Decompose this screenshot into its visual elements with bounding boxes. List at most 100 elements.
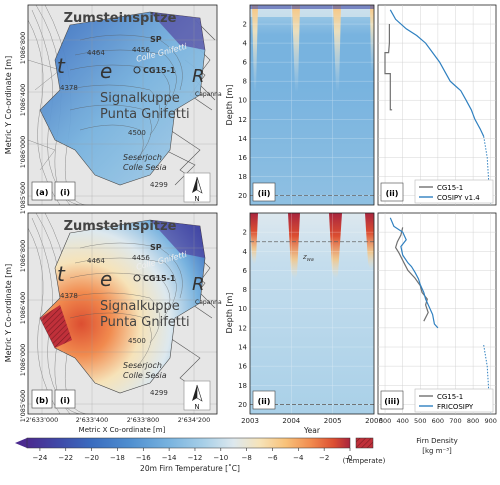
map-xtick-label: 2'633'400 <box>76 416 109 424</box>
map-top-glyph-e: e <box>100 59 112 83</box>
map-top-c4500: 4500 <box>128 129 146 137</box>
map-bottom-c4500: 4500 <box>128 337 146 345</box>
density-top-grid <box>378 5 496 205</box>
temperate-zone-hatch <box>40 305 72 348</box>
heatmap-top-ylabel: Depth [m] <box>225 85 234 126</box>
density-bottom-legend: CG15-1 FRICOSIPY <box>414 388 494 413</box>
map-top-c4378: 4378 <box>60 84 78 92</box>
colorbar-tick-label: −22 <box>58 454 73 462</box>
heatmap-ytick-label: 4 <box>243 248 248 256</box>
panel-label-b-iii: (iii) <box>384 397 400 406</box>
density-xtick-label: 400 <box>396 417 408 425</box>
density-series-line <box>389 9 485 137</box>
map-top-colle-sesia: Colle Sesia <box>123 163 167 172</box>
map-bottom-colle-sesia: Colle Sesia <box>123 371 167 380</box>
density-axis-unit: [kg m⁻³] <box>422 447 452 455</box>
heatmap-bottom-ylabel: Depth [m] <box>225 293 234 334</box>
map-top-cg15: CG15-1 <box>143 66 176 75</box>
svg-text:N: N <box>194 403 199 411</box>
density-xtick-label: 600 <box>432 417 444 425</box>
map-top-ytick-label: 1'086'000 <box>19 136 27 169</box>
map-bottom-glyph-t: t <box>57 262 66 286</box>
map-top <box>28 5 217 205</box>
map-top-c4299: 4299 <box>150 181 168 189</box>
colorbar-tick-label: −4 <box>293 454 304 462</box>
map-xlabel: Metric X Co-ordinate [m] <box>79 426 166 434</box>
heatmap-xtick-label: 2004 <box>282 417 300 425</box>
map-bottom-ytick-label: 1'086'000 <box>19 344 27 377</box>
colorbar-tick-label: −20 <box>84 454 99 462</box>
density-xtick-label: 300 <box>379 417 391 425</box>
heatmap-ytick-label: 6 <box>243 267 248 275</box>
heatmap-bottom <box>250 213 374 414</box>
heatmap-bottom-xlabel: Year <box>303 426 321 435</box>
colorbar-tick-label: −6 <box>267 454 278 462</box>
map-bottom-glyph-r: R <box>192 274 205 295</box>
map-bottom-c4456: 4456 <box>132 254 150 262</box>
map-top-title: Zumsteinspitze <box>64 11 177 26</box>
north-arrow-icon: N <box>183 172 211 203</box>
heatmap-ytick-label: 18 <box>238 382 247 390</box>
map-top-cg15-marker <box>133 66 141 74</box>
heatmap-xtick-label: 2005 <box>324 417 342 425</box>
map-bottom <box>28 213 217 414</box>
map-ytick-labels: 1'086'800 1'086'400 1'086'000 1'085'600 … <box>19 32 27 423</box>
map-bottom-sp: SP <box>150 243 162 252</box>
density-axis-label: Firn Density <box>416 437 458 445</box>
map-bottom-c4299: 4299 <box>150 389 168 397</box>
map-top-c4464: 4464 <box>87 49 105 57</box>
heatmap-ytick-label: 14 <box>238 344 247 352</box>
heatmap-bottom-annotation: zwa <box>302 253 314 263</box>
heatmap-ytick-label: 2 <box>243 229 247 237</box>
colorbar-tick-label: −12 <box>188 454 203 462</box>
colorbar-ticks: −24 −22 −20 −18 −16 −14 −12 −10 −8 −6 −4 −2 0 <box>33 448 352 462</box>
colorbar-temperate-swatch <box>355 437 374 449</box>
density-series-line <box>389 217 439 329</box>
map-bottom-seserjoch: Seserjoch <box>123 361 162 370</box>
panel-label-b-i: (i) <box>60 396 70 405</box>
heatmap-ytick-label: 20 <box>238 192 247 200</box>
heatmap-ytick-label: 10 <box>238 305 247 313</box>
map-bottom-cg15: CG15-1 <box>143 274 176 283</box>
colorbar-tick-label: −2 <box>319 454 329 462</box>
heatmap-ytick-label: 6 <box>243 59 248 67</box>
panel-label-b-ii: (ii) <box>258 397 271 406</box>
density-xtick-label: 700 <box>449 417 461 425</box>
heatmap-bottom-ticks: 2 4 6 8 10 12 14 16 18 20 2003 2004 2005 2006 <box>238 229 383 425</box>
heatmap-ytick-label: 8 <box>243 286 247 294</box>
map-bottom-ytick-label: 1'086'800 <box>19 240 27 273</box>
heatmap-ytick-label: 8 <box>243 78 247 86</box>
colorbar-tick-label: −10 <box>213 454 228 462</box>
heatmap-ytick-label: 12 <box>238 324 247 332</box>
map-xtick-label: 2'633'000 <box>26 416 59 424</box>
panel-label-a-iii: (ii) <box>386 189 399 198</box>
heatmap-ytick-label: 20 <box>238 401 247 409</box>
map-xtick-label: 2'633'800 <box>127 416 160 424</box>
heatmap-ytick-label: 16 <box>238 154 247 162</box>
density-top-legend-label: COSIPY v1.4 <box>437 194 480 202</box>
density-top-legend-label: CG15-1 <box>437 184 463 192</box>
heatmap-ytick-label: 12 <box>238 116 247 124</box>
map-bottom-ytick-label: 1'086'400 <box>19 292 27 325</box>
heatmap-ytick-label: 2 <box>243 21 247 29</box>
colorbar-tick-label: −16 <box>136 454 151 462</box>
density-bottom-grid <box>378 213 496 414</box>
panel-label-b: (b) <box>35 396 48 405</box>
map-bottom-ylabel: Metric Y Co-ordinate [m] <box>4 264 13 362</box>
colorbar <box>15 437 374 449</box>
map-top-sp: SP <box>150 35 162 44</box>
density-bottom-legend-label: FRICOSIPY <box>437 403 474 411</box>
colorbar-tick-label: −8 <box>241 454 251 462</box>
map-bottom-glyph-e: e <box>100 267 112 291</box>
heatmap-xtick-label: 2003 <box>241 417 259 425</box>
colorbar-temperate-label: (Temperate) <box>343 457 386 465</box>
map-bottom-c4464: 4464 <box>87 257 105 265</box>
colorbar-tick-label: −14 <box>162 454 177 462</box>
heatmap-ytick-label: 18 <box>238 173 247 181</box>
density-bottom-legend-label: CG15-1 <box>437 393 463 401</box>
density-bottom-lines <box>389 217 492 415</box>
density-top-lines <box>384 9 492 206</box>
heatmap-ytick-label: 16 <box>238 363 247 371</box>
map-bottom-c4378: 4378 <box>60 292 78 300</box>
